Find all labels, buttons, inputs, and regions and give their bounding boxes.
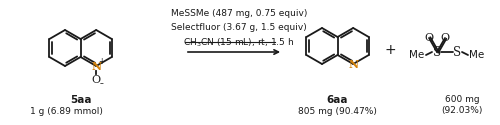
Text: 805 mg (90.47%): 805 mg (90.47%) <box>298 106 377 116</box>
Text: 6aa: 6aa <box>327 95 348 105</box>
Text: +: + <box>384 43 396 57</box>
Text: Me: Me <box>410 50 424 60</box>
Text: 5aa: 5aa <box>70 95 92 105</box>
Text: Selectfluor (3.67 g, 1.5 equiv): Selectfluor (3.67 g, 1.5 equiv) <box>171 22 307 32</box>
Text: MeSSMe (487 mg, 0.75 equiv): MeSSMe (487 mg, 0.75 equiv) <box>171 10 307 18</box>
Text: CH$_3$CN (15 mL), rt, 1.5 h: CH$_3$CN (15 mL), rt, 1.5 h <box>184 37 294 49</box>
Text: N: N <box>348 58 358 70</box>
Text: (92.03%): (92.03%) <box>442 106 482 116</box>
Text: O: O <box>424 33 434 43</box>
Text: O: O <box>440 33 450 43</box>
Text: S: S <box>453 46 461 59</box>
Text: O: O <box>92 75 100 85</box>
Text: –: – <box>99 80 103 88</box>
Text: 600 mg: 600 mg <box>444 96 480 104</box>
Text: 1 g (6.89 mmol): 1 g (6.89 mmol) <box>30 106 103 116</box>
Text: +: + <box>98 56 105 66</box>
Text: S: S <box>433 46 441 59</box>
Text: N: N <box>91 60 101 72</box>
Text: Me: Me <box>470 50 484 60</box>
